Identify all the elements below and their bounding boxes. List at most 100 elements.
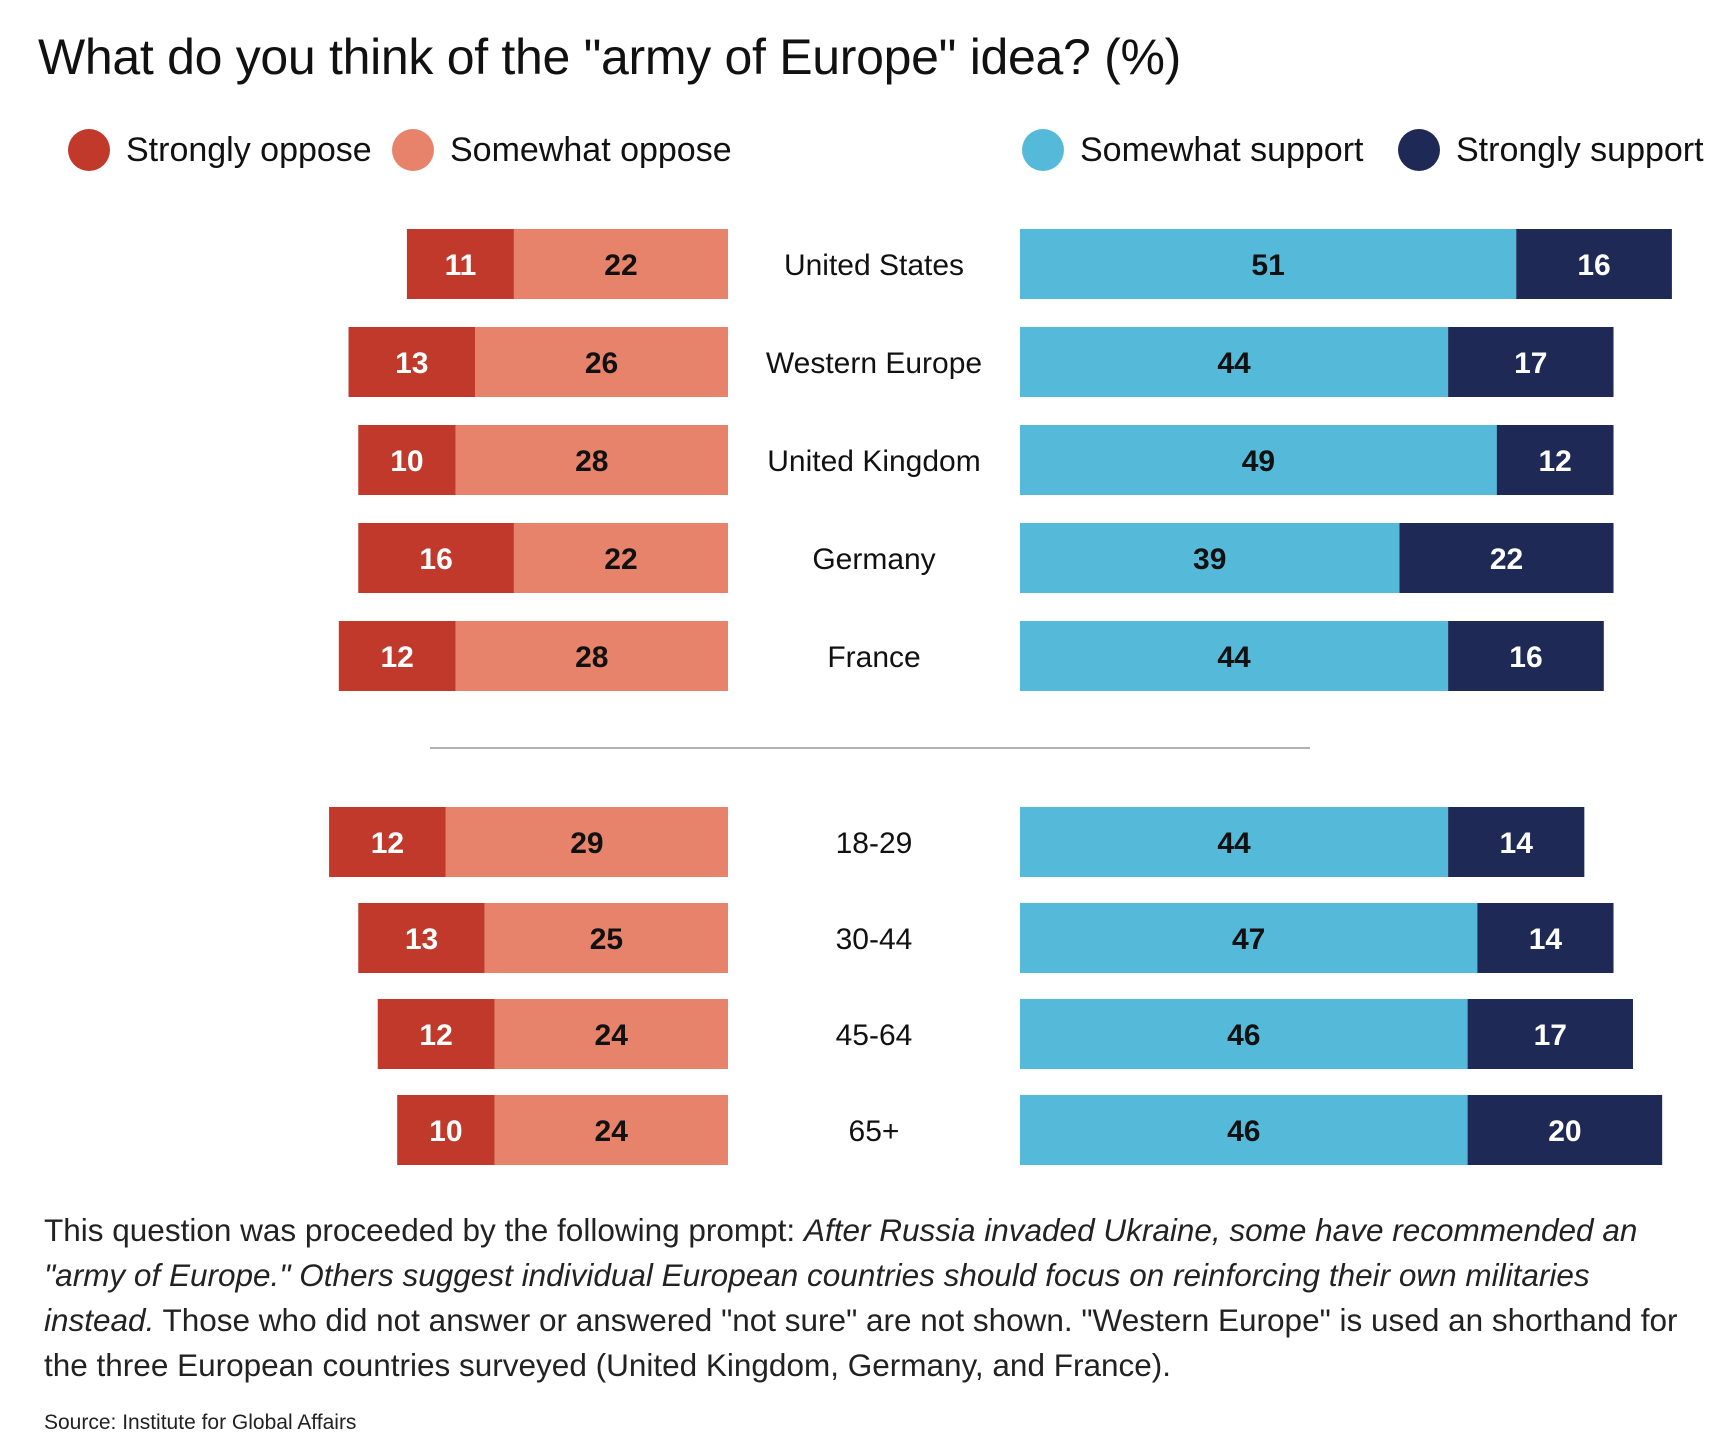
value-label-western-europe-strongly-support: 17 [1514,347,1547,380]
legend-swatch-strongly-oppose [68,129,110,171]
bar-western-europe-strongly-support [1448,327,1614,397]
legend-swatch-somewhat-support [1022,129,1064,171]
value-label-france-strongly-support: 16 [1509,641,1542,674]
bar-united-kingdom-strongly-support [1496,425,1614,495]
bar-18-29-strongly-support [1448,807,1585,877]
bar-45-64-somewhat-oppose [494,999,728,1069]
bar-united-states-somewhat-support [1020,229,1517,299]
footnote-lead: This question was proceeded by the follo… [44,1212,804,1248]
value-label-45-64-strongly-support: 17 [1534,1019,1567,1052]
value-label-united-kingdom-somewhat-support: 49 [1242,445,1275,478]
bar-germany-somewhat-support [1020,523,1400,593]
value-label-united-states-strongly-oppose: 11 [445,249,477,282]
bar-germany-strongly-support [1399,523,1614,593]
bar-30-44-somewhat-oppose [484,903,728,973]
category-label-30-44: 30-44 [836,923,913,956]
category-label-65: 65+ [849,1115,900,1148]
bar-18-29-somewhat-support [1020,807,1449,877]
value-label-united-states-strongly-support: 16 [1577,249,1610,282]
legend-item-somewhat-oppose: Somewhat oppose [392,128,732,172]
legend-item-strongly-support: Strongly support [1398,128,1704,172]
bar-united-states-strongly-support [1516,229,1672,299]
bar-65-strongly-oppose [397,1095,495,1165]
value-label-45-64-strongly-oppose: 12 [419,1019,452,1052]
source-line: Source: Institute for Global Affairs [44,1411,357,1434]
value-label-united-states-somewhat-oppose: 22 [604,249,637,282]
bar-30-44-somewhat-support [1020,903,1478,973]
value-label-france-strongly-oppose: 12 [380,641,413,674]
footnote-prompt: After Russia invaded Ukraine, some have … [44,1212,1638,1338]
value-label-65-strongly-support: 20 [1548,1115,1581,1148]
value-label-18-29-strongly-support: 14 [1500,827,1534,860]
bar-30-44-strongly-support [1477,903,1614,973]
value-label-united-kingdom-strongly-oppose: 10 [390,445,423,478]
bar-western-europe-somewhat-oppose [475,327,728,397]
value-label-30-44-strongly-oppose: 13 [405,923,438,956]
category-label-united-kingdom: United Kingdom [767,445,980,478]
legend-swatch-strongly-support [1398,129,1440,171]
value-label-france-somewhat-support: 44 [1217,641,1251,674]
legend-item-somewhat-support: Somewhat support [1022,128,1364,172]
bar-france-somewhat-support [1020,621,1449,691]
value-label-france-somewhat-oppose: 28 [575,641,608,674]
bar-united-states-strongly-oppose [406,229,514,299]
bar-germany-somewhat-oppose [513,523,728,593]
category-label-france: France [827,641,920,674]
value-label-united-kingdom-somewhat-oppose: 28 [575,445,608,478]
value-label-germany-somewhat-support: 39 [1193,543,1226,576]
value-label-western-europe-somewhat-oppose: 26 [585,347,618,380]
bar-18-29-somewhat-oppose [445,807,728,877]
category-label-western-europe: Western Europe [766,347,982,380]
bar-france-strongly-support [1448,621,1604,691]
value-label-65-somewhat-support: 46 [1227,1115,1260,1148]
bar-united-kingdom-strongly-oppose [358,425,456,495]
legend-item-strongly-oppose: Strongly oppose [68,128,372,172]
value-label-18-29-somewhat-support: 44 [1217,827,1251,860]
bar-65-somewhat-oppose [494,1095,728,1165]
bar-germany-strongly-oppose [358,523,514,593]
bar-65-strongly-support [1467,1095,1663,1165]
category-label-united-states: United States [784,249,964,282]
bar-18-29-strongly-oppose [329,807,446,877]
value-label-western-europe-somewhat-support: 44 [1217,347,1251,380]
category-label-45-64: 45-64 [836,1019,913,1052]
bar-western-europe-strongly-oppose [348,327,476,397]
value-label-western-europe-strongly-oppose: 13 [395,347,428,380]
bar-united-kingdom-somewhat-oppose [455,425,728,495]
bar-france-strongly-oppose [338,621,456,691]
value-label-30-44-somewhat-oppose: 25 [590,923,623,956]
value-label-18-29-strongly-oppose: 12 [371,827,404,860]
value-label-45-64-somewhat-support: 46 [1227,1019,1260,1052]
value-label-germany-somewhat-oppose: 22 [604,543,637,576]
bar-65-somewhat-support [1020,1095,1468,1165]
value-label-45-64-somewhat-oppose: 24 [595,1019,629,1052]
legend-label-strongly-oppose: Strongly oppose [126,130,372,169]
category-label-18-29: 18-29 [836,827,913,860]
bar-45-64-strongly-support [1467,999,1633,1069]
bar-30-44-strongly-oppose [358,903,485,973]
legend-swatch-somewhat-oppose [392,129,434,171]
chart-title: What do you think of the "army of Europe… [38,29,1182,85]
category-label-germany: Germany [812,543,935,576]
legend-label-somewhat-oppose: Somewhat oppose [450,130,732,169]
value-label-germany-strongly-support: 22 [1490,543,1523,576]
bar-united-states-somewhat-oppose [513,229,728,299]
value-label-65-somewhat-oppose: 24 [595,1115,629,1148]
value-label-18-29-somewhat-oppose: 29 [570,827,603,860]
value-label-united-kingdom-strongly-support: 12 [1538,445,1571,478]
value-label-30-44-strongly-support: 14 [1529,923,1563,956]
bar-united-kingdom-somewhat-support [1020,425,1497,495]
footnote: This question was proceeded by the follo… [44,1208,1704,1388]
footnote-tail: Those who did not answer or answered "no… [44,1302,1678,1383]
value-label-65-strongly-oppose: 10 [429,1115,462,1148]
bar-45-64-somewhat-support [1020,999,1468,1069]
diverging-bar-chart: 11 22 51 16 United States 13 26 44 17 Western Eur… [329,229,1672,1165]
value-label-germany-strongly-oppose: 16 [419,543,452,576]
bar-france-somewhat-oppose [455,621,728,691]
value-label-30-44-somewhat-support: 47 [1232,923,1265,956]
legend-label-strongly-support: Strongly support [1456,130,1704,169]
bar-western-europe-somewhat-support [1020,327,1449,397]
value-label-united-states-somewhat-support: 51 [1251,249,1284,282]
legend-label-somewhat-support: Somewhat support [1080,130,1364,169]
bar-45-64-strongly-oppose [377,999,495,1069]
